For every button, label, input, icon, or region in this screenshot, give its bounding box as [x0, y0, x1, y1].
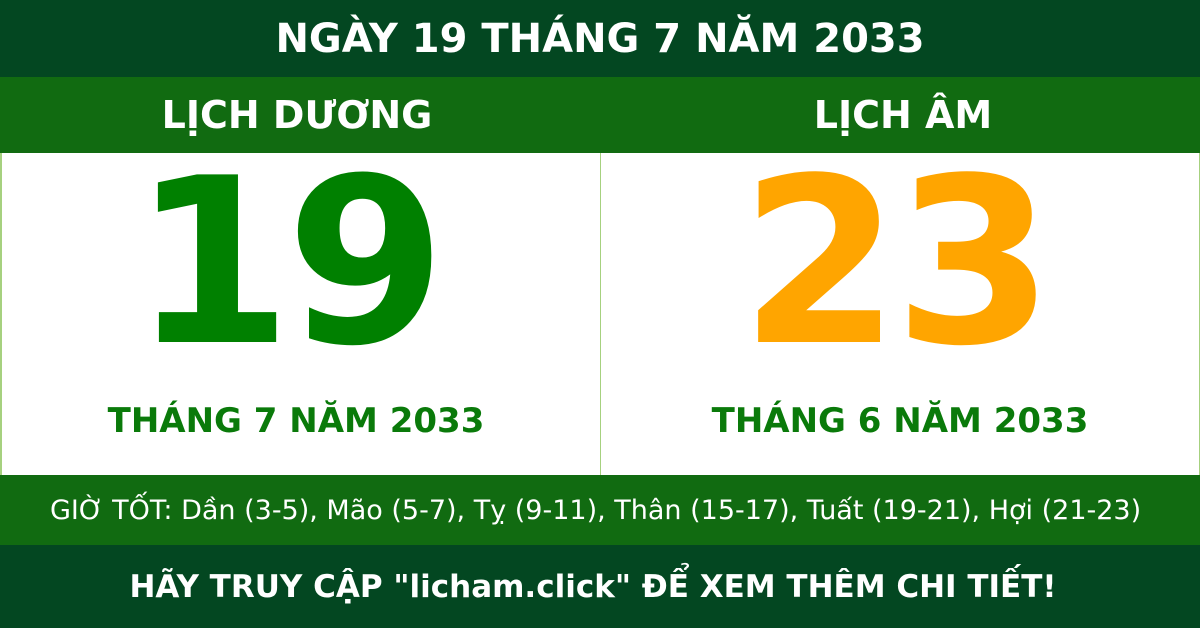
solar-month-year: THÁNG 7 NĂM 2033	[107, 401, 485, 441]
footer-banner: HÃY TRUY CẬP "licham.click" ĐỂ XEM THÊM …	[0, 545, 1200, 628]
solar-panel: 19 THÁNG 7 NĂM 2033	[0, 149, 601, 475]
lunar-month-year: THÁNG 6 NĂM 2033	[711, 401, 1089, 441]
solar-day: 19	[131, 130, 446, 397]
lunar-heading: LỊCH ÂM	[813, 93, 993, 137]
good-hours: GIỜ TỐT: Dần (3-5), Mão (5-7), Tỵ (9-11)…	[0, 475, 1200, 545]
calendar-body: 19 THÁNG 7 NĂM 2033 23 THÁNG 6 NĂM 2033	[0, 149, 1200, 475]
calendar-headings: LỊCH DƯƠNG LỊCH ÂM	[0, 77, 1200, 153]
solar-heading: LỊCH DƯƠNG	[161, 93, 433, 137]
lunar-panel: 23 THÁNG 6 NĂM 2033	[601, 149, 1200, 475]
page-title: NGÀY 19 THÁNG 7 NĂM 2033	[0, 0, 1200, 77]
lunar-day: 23	[739, 130, 1054, 397]
